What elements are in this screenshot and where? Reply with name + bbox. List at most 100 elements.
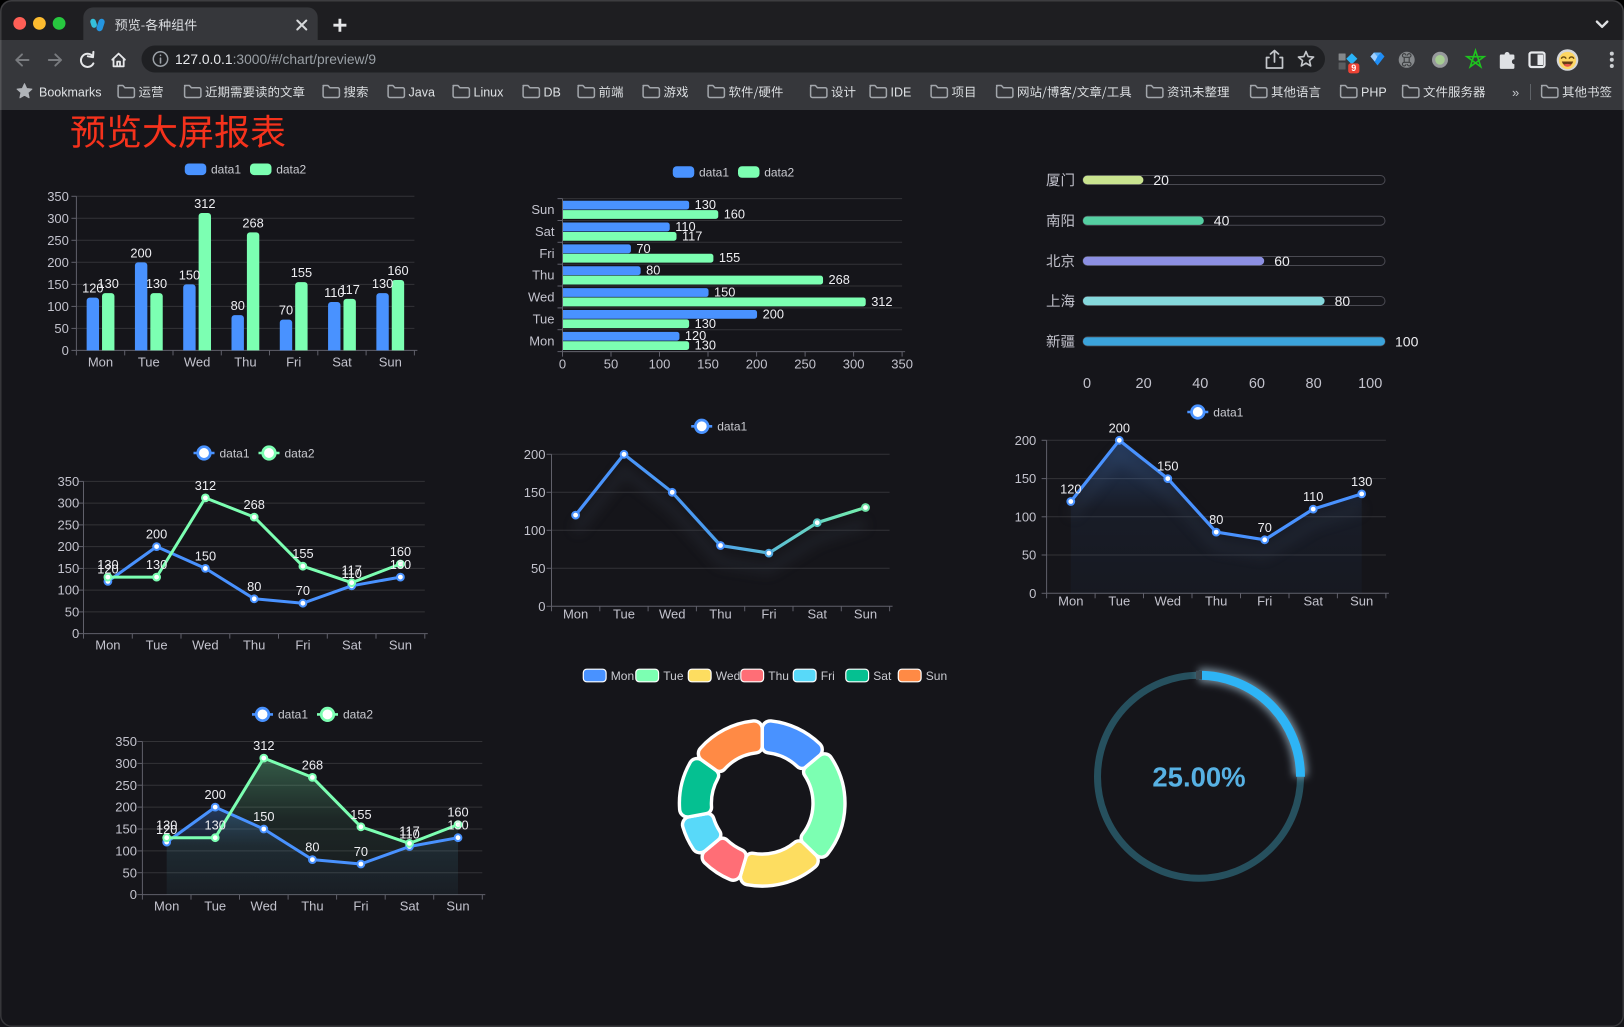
svg-text:data2: data2	[285, 446, 315, 460]
svg-text:70: 70	[354, 844, 368, 859]
svg-text:Thu: Thu	[243, 638, 265, 653]
svg-text:312: 312	[194, 196, 215, 211]
svg-text:Wed: Wed	[528, 290, 555, 305]
svg-text:Java: Java	[409, 86, 435, 100]
svg-text:100: 100	[524, 523, 546, 538]
svg-text:312: 312	[253, 738, 274, 753]
svg-text:268: 268	[242, 215, 263, 230]
svg-text:Tue: Tue	[533, 311, 555, 326]
svg-text:130: 130	[695, 197, 716, 212]
svg-text:Mon: Mon	[611, 669, 634, 683]
svg-text:155: 155	[292, 546, 313, 561]
svg-text:117: 117	[399, 823, 419, 838]
svg-text:200: 200	[130, 245, 151, 260]
svg-text:70: 70	[296, 583, 310, 598]
svg-text:160: 160	[724, 207, 745, 222]
svg-text:data2: data2	[764, 165, 794, 179]
svg-text:40: 40	[1192, 376, 1208, 392]
svg-text:100: 100	[1015, 509, 1037, 524]
svg-text:110: 110	[1303, 489, 1323, 504]
svg-text:Sun: Sun	[379, 354, 402, 369]
svg-text:300: 300	[47, 211, 69, 226]
svg-text:Sat: Sat	[873, 669, 892, 683]
svg-text:200: 200	[524, 447, 546, 462]
svg-text:Fri: Fri	[821, 669, 835, 683]
svg-text:Tue: Tue	[138, 354, 160, 369]
svg-text:Tue: Tue	[663, 669, 684, 683]
svg-text:200: 200	[205, 787, 226, 802]
svg-text:data1: data1	[1213, 405, 1243, 419]
svg-text:100: 100	[649, 357, 671, 372]
svg-text:130: 130	[146, 557, 167, 572]
svg-text:»: »	[1512, 85, 1519, 100]
svg-text:60: 60	[1249, 376, 1265, 392]
svg-text:70: 70	[1258, 520, 1272, 535]
svg-text:300: 300	[57, 496, 79, 511]
svg-text:200: 200	[763, 306, 784, 321]
svg-text:Mon: Mon	[154, 899, 179, 914]
svg-text:130: 130	[447, 818, 468, 833]
svg-text:100: 100	[57, 583, 79, 598]
svg-text::3000/#/chart/preview/9: :3000/#/chart/preview/9	[233, 52, 377, 67]
svg-text:80: 80	[305, 840, 319, 855]
svg-text:20: 20	[1153, 172, 1169, 188]
svg-text:100: 100	[1358, 376, 1382, 392]
svg-text:Bookmarks: Bookmarks	[39, 86, 102, 100]
svg-text:Wed: Wed	[659, 607, 686, 622]
svg-text:117: 117	[339, 282, 359, 297]
svg-text:Sun: Sun	[854, 607, 877, 622]
svg-text:Sun: Sun	[1350, 594, 1373, 609]
svg-text:Thu: Thu	[532, 268, 554, 283]
svg-text:Sun: Sun	[446, 899, 469, 914]
svg-text:150: 150	[253, 809, 274, 824]
svg-text:Sun: Sun	[389, 638, 412, 653]
svg-text:268: 268	[302, 757, 323, 772]
svg-text:150: 150	[1157, 459, 1178, 474]
svg-text:Wed: Wed	[1155, 594, 1182, 609]
svg-text:120: 120	[685, 328, 706, 343]
svg-text:80: 80	[1306, 376, 1322, 392]
svg-text:130: 130	[372, 276, 393, 291]
svg-text:80: 80	[247, 579, 261, 594]
svg-text:200: 200	[115, 800, 137, 815]
svg-text:50: 50	[123, 865, 137, 880]
svg-text:data2: data2	[343, 708, 373, 722]
svg-text:268: 268	[244, 497, 265, 512]
svg-text:Fri: Fri	[353, 899, 368, 914]
svg-text:0: 0	[1083, 376, 1091, 392]
svg-text:127.0.0.1: 127.0.0.1	[175, 52, 233, 67]
svg-text:130: 130	[1351, 474, 1372, 489]
svg-text:Mon: Mon	[88, 354, 113, 369]
svg-text:80: 80	[1209, 512, 1223, 527]
svg-text:250: 250	[115, 778, 137, 793]
svg-text:Tue: Tue	[613, 607, 635, 622]
svg-text:data1: data1	[699, 165, 729, 179]
svg-text:Sat: Sat	[400, 899, 420, 914]
svg-text:40: 40	[1214, 213, 1230, 229]
svg-text:155: 155	[291, 265, 312, 280]
svg-text:9: 9	[1351, 63, 1356, 73]
svg-text:25.00%: 25.00%	[1152, 762, 1245, 793]
svg-text:60: 60	[1274, 253, 1290, 269]
svg-text:350: 350	[891, 357, 913, 372]
svg-text:312: 312	[195, 478, 216, 493]
svg-text:160: 160	[447, 805, 468, 820]
svg-text:Wed: Wed	[251, 899, 278, 914]
svg-text:Sat: Sat	[535, 224, 555, 239]
svg-text:Fri: Fri	[1257, 594, 1272, 609]
svg-text:200: 200	[47, 255, 69, 270]
svg-text:130: 130	[98, 276, 119, 291]
svg-text:312: 312	[871, 294, 892, 309]
svg-text:100: 100	[115, 844, 137, 859]
svg-text:150: 150	[179, 267, 200, 282]
svg-text:Sat: Sat	[342, 638, 362, 653]
svg-text:130: 130	[695, 338, 716, 353]
svg-text:0: 0	[1029, 586, 1036, 601]
svg-text:50: 50	[65, 605, 79, 620]
svg-text:160: 160	[387, 263, 408, 278]
svg-text:268: 268	[829, 272, 850, 287]
svg-text:200: 200	[1015, 433, 1037, 448]
svg-text:117: 117	[341, 563, 361, 578]
svg-text:Tue: Tue	[1108, 594, 1130, 609]
svg-text:Wed: Wed	[192, 638, 219, 653]
